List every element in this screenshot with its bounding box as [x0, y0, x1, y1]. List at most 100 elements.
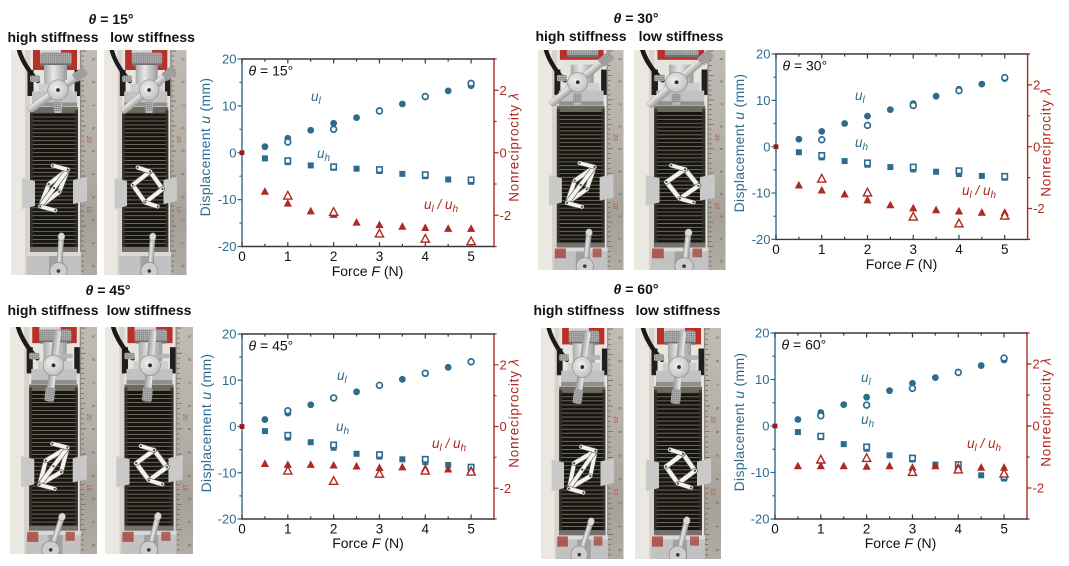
- svg-text:4: 4: [422, 521, 430, 536]
- svg-text:1: 1: [284, 521, 292, 536]
- svg-text:-10: -10: [217, 192, 236, 207]
- svg-text:θ = 60°: θ = 60°: [781, 336, 826, 352]
- svg-text:0: 0: [719, 260, 724, 263]
- svg-text:6: 6: [618, 407, 623, 410]
- svg-text:0: 0: [715, 549, 720, 552]
- svg-text:4: 4: [954, 521, 962, 536]
- svg-text:ul / uh: ul / uh: [424, 197, 459, 215]
- svg-text:5: 5: [91, 150, 96, 153]
- svg-text:20: 20: [612, 134, 618, 141]
- svg-text:6: 6: [187, 405, 192, 408]
- svg-text:5: 5: [715, 431, 720, 434]
- svg-text:3: 3: [909, 521, 917, 536]
- svg-text:9: 9: [618, 336, 623, 339]
- svg-text:-20: -20: [752, 232, 771, 247]
- svg-text:10: 10: [222, 372, 236, 387]
- svg-text:4: 4: [91, 173, 96, 176]
- svg-text:2: 2: [719, 215, 724, 218]
- svg-text:2: 2: [187, 498, 192, 501]
- svg-text:20: 20: [175, 136, 181, 143]
- svg-text:3: 3: [618, 193, 623, 196]
- svg-text:7: 7: [618, 383, 623, 386]
- svg-text:2: 2: [1032, 356, 1039, 371]
- svg-text:0: 0: [238, 249, 246, 264]
- svg-text:7: 7: [715, 383, 720, 386]
- svg-text:10: 10: [612, 488, 618, 496]
- svg-text:-10: -10: [752, 186, 771, 201]
- svg-text:ul: ul: [861, 370, 872, 388]
- svg-text:4: 4: [955, 242, 963, 257]
- svg-text:1: 1: [618, 525, 623, 528]
- svg-text:1: 1: [719, 238, 724, 241]
- svg-text:7: 7: [91, 381, 96, 384]
- svg-text:0: 0: [1032, 418, 1039, 433]
- svg-text:0: 0: [500, 419, 507, 434]
- svg-text:5: 5: [1000, 521, 1008, 536]
- svg-text:uh: uh: [317, 146, 331, 164]
- svg-text:2: 2: [618, 502, 623, 505]
- svg-text:4: 4: [618, 454, 623, 457]
- svg-text:10: 10: [222, 98, 236, 113]
- svg-text:5: 5: [719, 148, 724, 151]
- svg-text:θ = 15°: θ = 15°: [248, 62, 293, 78]
- svg-text:0: 0: [238, 521, 246, 536]
- svg-text:0: 0: [1033, 139, 1040, 154]
- svg-text:1: 1: [91, 242, 96, 245]
- svg-text:5: 5: [467, 249, 475, 264]
- svg-text:10: 10: [85, 484, 91, 491]
- svg-text:3: 3: [715, 478, 720, 481]
- svg-text:5: 5: [1001, 242, 1009, 257]
- svg-text:uh: uh: [861, 412, 875, 430]
- svg-text:θ = 30°: θ = 30°: [782, 58, 827, 74]
- svg-text:uh: uh: [855, 135, 869, 153]
- svg-text:5: 5: [618, 431, 623, 434]
- svg-text:5: 5: [187, 428, 192, 431]
- svg-text:3: 3: [187, 474, 192, 477]
- svg-text:0: 0: [771, 521, 779, 536]
- svg-text:20: 20: [85, 414, 91, 421]
- svg-text:20: 20: [222, 51, 236, 66]
- svg-text:0: 0: [229, 145, 236, 160]
- svg-text:0: 0: [772, 242, 780, 257]
- svg-text:7: 7: [719, 103, 724, 106]
- svg-text:3: 3: [91, 474, 96, 477]
- svg-text:9: 9: [91, 58, 96, 61]
- svg-text:20: 20: [709, 416, 716, 423]
- svg-text:9: 9: [91, 335, 96, 338]
- svg-text:4: 4: [719, 170, 724, 173]
- svg-text:θ = 45°: θ = 45°: [249, 337, 294, 353]
- svg-text:1: 1: [181, 242, 186, 245]
- svg-text:2: 2: [715, 502, 720, 505]
- svg-text:5: 5: [467, 521, 475, 536]
- svg-text:ul / uh: ul / uh: [432, 436, 467, 454]
- svg-text:20: 20: [756, 47, 770, 62]
- svg-text:7: 7: [91, 104, 96, 107]
- svg-text:2: 2: [91, 498, 96, 501]
- svg-text:2: 2: [864, 242, 872, 257]
- svg-text:8: 8: [91, 358, 96, 361]
- svg-text:5: 5: [181, 150, 186, 153]
- svg-text:8: 8: [187, 358, 192, 361]
- svg-text:4: 4: [421, 249, 429, 264]
- svg-text:10: 10: [175, 206, 181, 213]
- svg-text:7: 7: [181, 104, 186, 107]
- svg-text:3: 3: [909, 242, 917, 257]
- svg-text:0: 0: [91, 544, 96, 547]
- svg-text:6: 6: [719, 125, 724, 128]
- svg-text:1: 1: [187, 521, 192, 524]
- svg-text:0: 0: [763, 139, 770, 154]
- svg-text:ul: ul: [855, 88, 866, 106]
- svg-text:4: 4: [181, 173, 186, 176]
- svg-text:0: 0: [499, 145, 506, 160]
- svg-text:0: 0: [187, 544, 192, 547]
- svg-text:8: 8: [719, 80, 724, 83]
- svg-text:8: 8: [618, 360, 623, 363]
- svg-text:8: 8: [715, 360, 720, 363]
- svg-text:4: 4: [618, 170, 623, 173]
- svg-text:20: 20: [222, 326, 236, 341]
- svg-text:2: 2: [181, 219, 186, 222]
- svg-text:8: 8: [181, 81, 186, 84]
- svg-text:4: 4: [187, 451, 192, 454]
- svg-text:20: 20: [612, 416, 618, 424]
- svg-text:9: 9: [181, 58, 186, 61]
